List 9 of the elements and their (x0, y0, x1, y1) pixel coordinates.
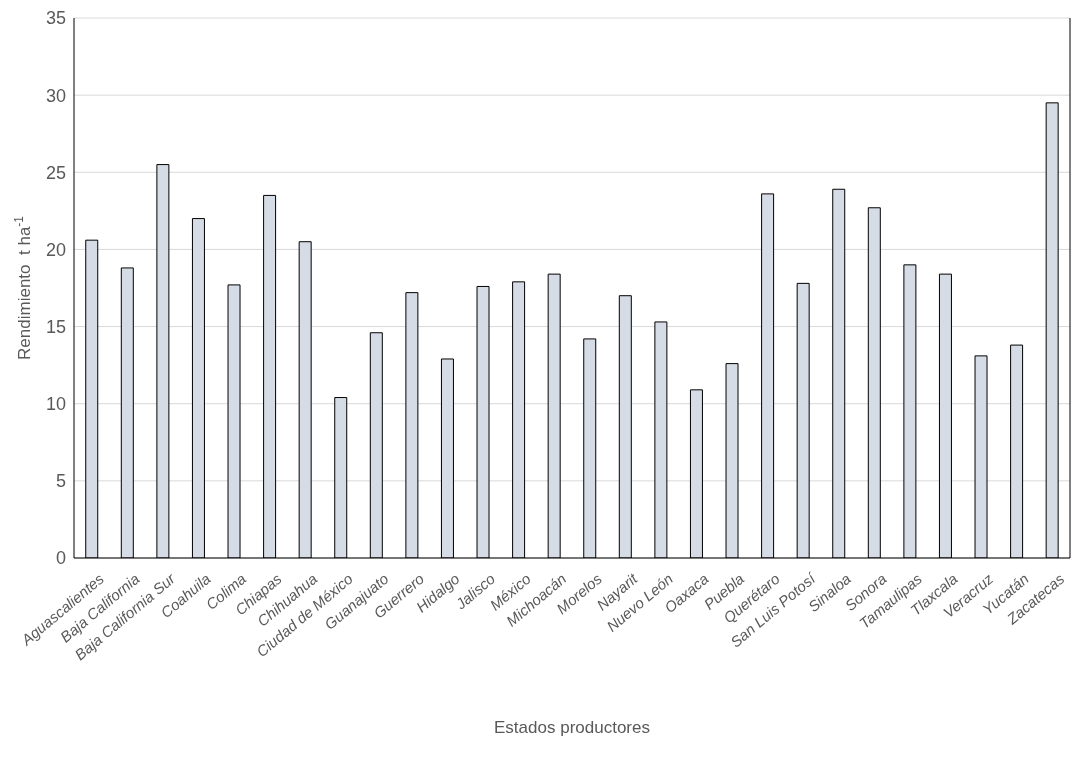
y-tick-label: 35 (45, 8, 66, 29)
y-tick-label: 20 (45, 239, 66, 260)
x-axis-title: Estados productores (494, 718, 650, 737)
y-tick-label: 0 (55, 548, 66, 569)
y-tick-label: 5 (55, 471, 66, 492)
y-tick-label: 15 (45, 316, 66, 337)
y-tick-label: 10 (45, 394, 66, 415)
y-tick-label: 30 (45, 85, 66, 106)
y-tick-label: 25 (45, 162, 66, 183)
